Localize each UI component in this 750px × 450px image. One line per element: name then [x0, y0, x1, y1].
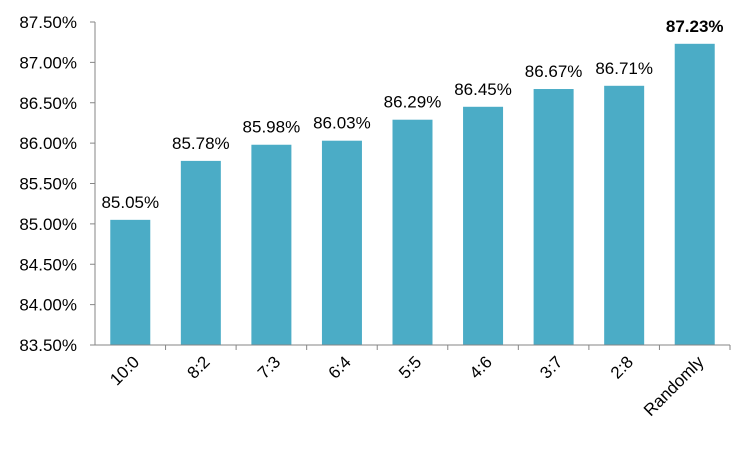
bars — [110, 43, 715, 346]
y-tick-label: 85.50% — [19, 175, 77, 194]
x-tick-label: 2:8 — [607, 352, 637, 382]
y-tick-label: 83.50% — [19, 336, 77, 355]
bar — [392, 119, 433, 346]
y-tick-label: 84.50% — [19, 255, 77, 274]
bar — [604, 85, 645, 345]
x-tick-label: 6:4 — [325, 352, 355, 382]
x-tick-label: 5:5 — [395, 352, 425, 382]
bar — [674, 43, 715, 346]
y-tick-label: 84.00% — [19, 296, 77, 315]
bar — [251, 144, 292, 345]
data-label: 85.05% — [101, 193, 159, 212]
y-tick-label: 85.00% — [19, 215, 77, 234]
bar — [321, 140, 362, 345]
data-label: 85.98% — [243, 118, 301, 137]
bar — [110, 219, 151, 345]
y-tick-label: 87.50% — [19, 13, 77, 32]
y-tick-label: 86.00% — [19, 134, 77, 153]
data-label: 86.45% — [454, 80, 512, 99]
bar — [180, 160, 221, 345]
bar — [463, 106, 504, 345]
x-tick-label: 7:3 — [254, 352, 284, 382]
data-label: 86.29% — [384, 93, 442, 112]
data-label: 86.67% — [525, 62, 583, 81]
y-axis: 83.50% 84.00% 84.50% 85.00% 85.50% 86.00% 86.5… — [19, 13, 96, 355]
data-label: 87.23% — [666, 17, 724, 36]
x-tick-label: 10:0 — [106, 352, 143, 389]
y-tick-label: 86.50% — [19, 94, 77, 113]
x-tick-label: Randomly — [640, 352, 708, 420]
data-label: 85.78% — [172, 134, 230, 153]
bar — [533, 89, 574, 346]
data-label: 86.71% — [595, 59, 653, 78]
x-axis: 10:0 8:2 7:3 6:4 5:5 4:6 3:7 2:8 Randomly — [95, 344, 731, 420]
y-tick-label: 87.00% — [19, 53, 77, 72]
x-tick-label: 4:6 — [466, 352, 496, 382]
data-labels: 85.05% 85.78% 85.98% 86.03% 86.29% 86.45% 86.6… — [101, 17, 723, 212]
x-tick-label: 3:7 — [536, 352, 566, 382]
data-label: 86.03% — [313, 114, 371, 133]
x-tick-label: 8:2 — [184, 352, 214, 382]
